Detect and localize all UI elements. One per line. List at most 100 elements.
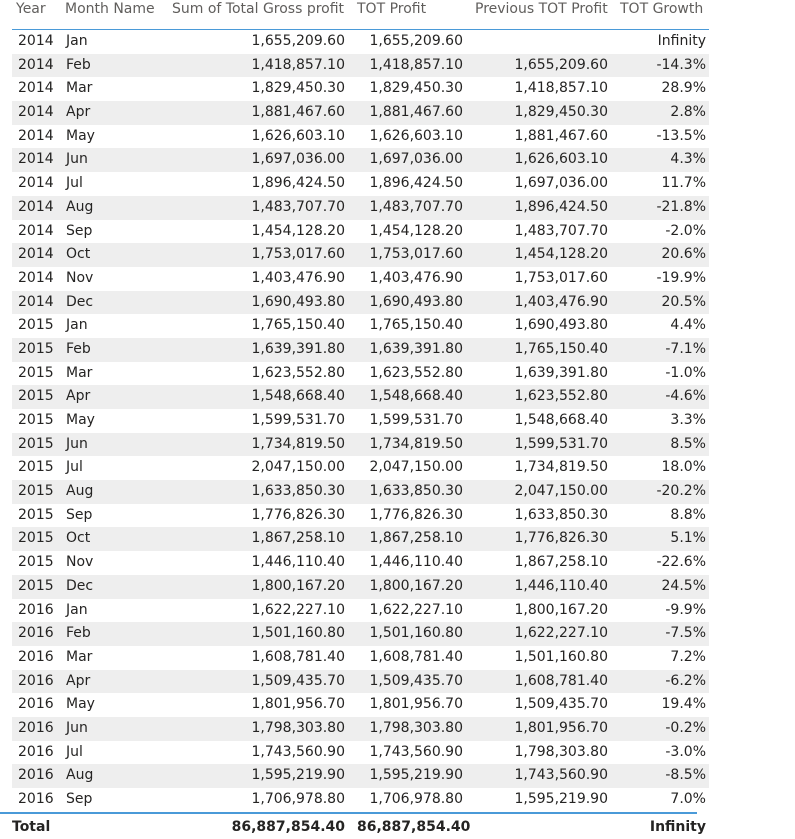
- cell-gross-profit: 1,829,450.30: [251, 80, 345, 97]
- table-row[interactable]: 2015 Nov 1,446,110.40 1,446,110.40 1,867,258…: [12, 551, 709, 575]
- cell-year: 2014: [18, 222, 54, 239]
- cell-tot-profit: 1,509,435.70: [369, 672, 463, 689]
- cell-tot-growth: -1.0%: [665, 364, 706, 381]
- cell-month-name: Jan: [66, 33, 88, 49]
- cell-tot-profit: 1,501,160.80: [369, 625, 463, 642]
- table-row[interactable]: 2014 Jun 1,697,036.00 1,697,036.00 1,626,603…: [12, 148, 709, 173]
- cell-previous-tot-profit: 1,608,781.40: [514, 672, 608, 689]
- column-header-gross-profit[interactable]: Sum of Total Gross profit: [172, 1, 345, 17]
- cell-gross-profit: 1,599,531.70: [251, 412, 345, 428]
- table-row[interactable]: 2014 Jan 1,655,209.60 1,655,209.60 Infinity: [12, 30, 709, 54]
- cell-tot-profit: 1,801,956.70: [369, 696, 463, 713]
- column-header-tot-growth[interactable]: TOT Growth: [620, 1, 704, 17]
- cell-month-name: Feb: [66, 625, 91, 642]
- cell-month-name: Jul: [66, 743, 83, 760]
- cell-gross-profit: 1,765,150.40: [251, 317, 345, 334]
- table-row[interactable]: 2016 Jun 1,798,303.80 1,798,303.80 1,801,956…: [12, 716, 709, 741]
- table-row[interactable]: 2016 Apr 1,509,435.70 1,509,435.70 1,608,781…: [12, 669, 709, 694]
- cell-year: 2015: [18, 317, 54, 334]
- cell-tot-profit: 1,753,017.60: [369, 246, 463, 263]
- table-row[interactable]: 2016 Jan 1,622,227.10 1,622,227.10 1,800,167…: [12, 599, 709, 623]
- cell-tot-growth: 8.5%: [670, 435, 706, 452]
- cell-month-name: Jul: [66, 175, 83, 192]
- cell-gross-profit: 1,639,391.80: [251, 340, 345, 357]
- cell-month-name: Dec: [66, 293, 94, 310]
- cell-tot-growth: -14.3%: [656, 56, 706, 73]
- cell-month-name: Dec: [66, 577, 94, 594]
- cell-previous-tot-profit: 1,595,219.90: [514, 791, 608, 807]
- cell-gross-profit: 1,595,219.90: [251, 767, 345, 784]
- cell-gross-profit: 1,867,258.10: [251, 530, 345, 547]
- table-row[interactable]: 2014 Feb 1,418,857.10 1,418,857.10 1,655,209…: [12, 53, 709, 78]
- cell-tot-growth: -20.2%: [656, 483, 706, 500]
- cell-year: 2016: [18, 601, 54, 618]
- cell-gross-profit: 1,608,781.40: [251, 648, 345, 665]
- cell-tot-growth: -0.2%: [665, 719, 706, 736]
- cell-tot-profit: 1,454,128.20: [369, 222, 463, 239]
- table-row[interactable]: 2015 Jan 1,765,150.40 1,765,150.40 1,690,493…: [12, 314, 709, 338]
- table-row[interactable]: 2015 Aug 1,633,850.30 1,633,850.30 2,047,150…: [12, 480, 709, 504]
- cell-year: 2015: [18, 483, 54, 500]
- cell-month-name: Oct: [66, 530, 91, 547]
- cell-year: 2015: [18, 364, 54, 381]
- cell-tot-profit: 1,639,391.80: [369, 340, 463, 357]
- cell-gross-profit: 1,753,017.60: [251, 246, 345, 263]
- table-row[interactable]: 2014 Dec 1,690,493.80 1,690,493.80 1,403,476…: [12, 290, 709, 315]
- cell-tot-growth: 19.4%: [661, 696, 706, 713]
- column-header-previous-tot-profit[interactable]: Previous TOT Profit: [475, 1, 608, 17]
- cell-year: 2014: [18, 33, 54, 49]
- table-row[interactable]: 2014 Oct 1,753,017.60 1,753,017.60 1,454,128…: [12, 243, 709, 267]
- cell-tot-profit: 1,800,167.20: [369, 577, 463, 594]
- cell-year: 2016: [18, 672, 54, 689]
- table-row[interactable]: 2016 Sep 1,706,978.80 1,706,978.80 1,595,219…: [12, 788, 709, 812]
- cell-month-name: Jun: [66, 719, 88, 736]
- cell-year: 2014: [18, 293, 54, 310]
- table-row[interactable]: 2016 Jul 1,743,560.90 1,743,560.90 1,798,303…: [12, 741, 709, 765]
- table-row[interactable]: 2014 Apr 1,881,467.60 1,881,467.60 1,829,450…: [12, 101, 709, 125]
- cell-month-name: Aug: [66, 198, 94, 215]
- table-row[interactable]: 2015 Jun 1,734,819.50 1,734,819.50 1,599,531…: [12, 432, 709, 457]
- table-row[interactable]: 2016 Mar 1,608,781.40 1,608,781.40 1,501,160…: [12, 646, 709, 670]
- table-row[interactable]: 2015 Apr 1,548,668.40 1,548,668.40 1,623,552…: [12, 385, 709, 409]
- cell-gross-profit: 1,633,850.30: [251, 483, 345, 500]
- cell-year: 2014: [18, 269, 54, 286]
- cell-tot-growth: -9.9%: [665, 601, 706, 618]
- cell-month-name: Mar: [66, 80, 93, 97]
- table-row[interactable]: 2014 Sep 1,454,128.20 1,454,128.20 1,483,707…: [12, 220, 709, 244]
- total-gross-profit: 86,887,854.40: [231, 819, 345, 835]
- cell-year: 2014: [18, 80, 54, 97]
- cell-previous-tot-profit: 1,548,668.40: [514, 412, 608, 428]
- cell-tot-profit: 1,655,209.60: [369, 33, 463, 49]
- cell-gross-profit: 1,509,435.70: [251, 672, 345, 689]
- table-row[interactable]: 2015 Dec 1,800,167.20 1,800,167.20 1,446,110…: [12, 574, 709, 599]
- table-row[interactable]: 2014 May 1,626,603.10 1,626,603.10 1,881,467…: [12, 125, 709, 149]
- cell-gross-profit: 1,697,036.00: [251, 151, 345, 168]
- cell-tot-profit: 1,697,036.00: [369, 151, 463, 168]
- table-row[interactable]: 2015 Mar 1,623,552.80 1,623,552.80 1,639,391…: [12, 362, 709, 386]
- cell-previous-tot-profit: 2,047,150.00: [514, 483, 608, 500]
- table-row[interactable]: 2014 Nov 1,403,476.90 1,403,476.90 1,753,017…: [12, 267, 709, 291]
- column-header-month-name[interactable]: Month Name: [65, 1, 155, 17]
- table-row[interactable]: 2014 Aug 1,483,707.70 1,483,707.70 1,896,424…: [12, 195, 709, 220]
- table-row[interactable]: 2015 Feb 1,639,391.80 1,639,391.80 1,765,150…: [12, 337, 709, 362]
- table-row[interactable]: 2016 Aug 1,595,219.90 1,595,219.90 1,743,560…: [12, 764, 709, 788]
- table-row[interactable]: 2015 Jul 2,047,150.00 2,047,150.00 1,734,819…: [12, 456, 709, 480]
- column-header-tot-profit[interactable]: TOT Profit: [357, 1, 427, 17]
- cell-gross-profit: 1,655,209.60: [251, 33, 345, 49]
- total-tot-profit: 86,887,854.40: [357, 819, 471, 835]
- table-row[interactable]: 2014 Mar 1,829,450.30 1,829,450.30 1,418,857…: [12, 77, 709, 101]
- column-header-year[interactable]: Year: [16, 1, 46, 17]
- table-row[interactable]: 2015 May 1,599,531.70 1,599,531.70 1,548,668…: [12, 409, 709, 433]
- table-row[interactable]: 2014 Jul 1,896,424.50 1,896,424.50 1,697,036…: [12, 172, 709, 196]
- cell-month-name: May: [66, 696, 95, 713]
- total-tot-growth: Infinity: [649, 819, 706, 835]
- cell-year: 2014: [18, 198, 54, 215]
- table-row[interactable]: 2016 May 1,801,956.70 1,801,956.70 1,509,435…: [12, 693, 709, 717]
- cell-tot-profit: 1,798,303.80: [369, 719, 463, 736]
- cell-year: 2014: [18, 104, 54, 121]
- table-row[interactable]: 2015 Sep 1,776,826.30 1,776,826.30 1,633,850…: [12, 504, 709, 528]
- cell-tot-growth: 2.8%: [670, 104, 706, 121]
- cell-tot-profit: 1,743,560.90: [369, 743, 463, 760]
- table-row[interactable]: 2016 Feb 1,501,160.80 1,501,160.80 1,622,227…: [12, 622, 709, 646]
- table-row[interactable]: 2015 Oct 1,867,258.10 1,867,258.10 1,776,826…: [12, 527, 709, 552]
